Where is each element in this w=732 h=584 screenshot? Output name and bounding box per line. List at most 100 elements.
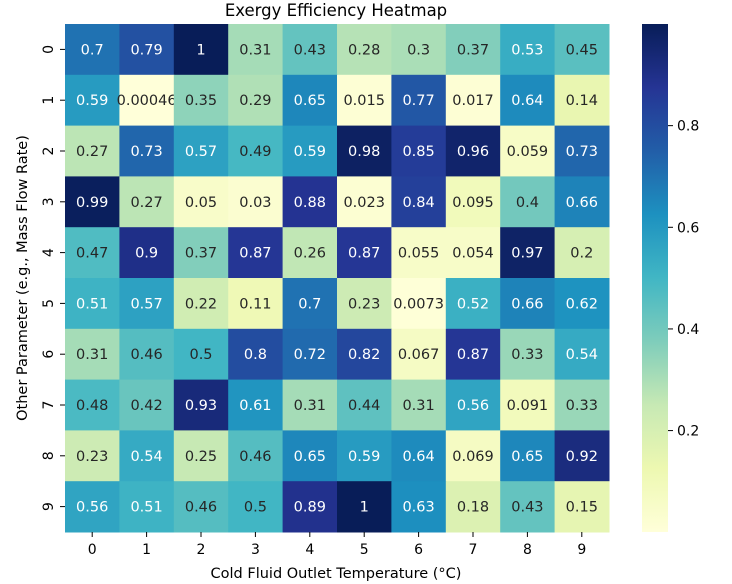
cell-value-label-r6-c9: 0.54 — [566, 347, 598, 363]
heatmap-cell-r4-c2 — [173, 227, 229, 279]
cell-value-label-r3-c9: 0.66 — [566, 195, 598, 211]
cell-value-label-r6-c1: 0.46 — [130, 347, 162, 363]
x-tick-label-2: 2 — [197, 542, 206, 558]
cell-value-label-r1-c4: 0.65 — [294, 93, 326, 109]
cell-value-label-r3-c4: 0.88 — [294, 195, 326, 211]
cell-value-label-r2-c0: 0.27 — [76, 144, 108, 160]
y-tick-label-9: 9 — [41, 502, 57, 511]
cell-value-label-r3-c6: 0.84 — [402, 195, 434, 211]
cell-value-label-r1-c5: 0.015 — [343, 93, 385, 109]
y-tick-label-4: 4 — [41, 248, 57, 257]
colorbar-tick-label-0: 0.2 — [677, 424, 699, 440]
x-tick-label-5: 5 — [360, 542, 369, 558]
heatmap-cell-r6-c9 — [554, 328, 610, 381]
cell-value-label-r0-c4: 0.43 — [294, 42, 326, 58]
y-tick-label-1: 1 — [41, 96, 57, 105]
cell-value-label-r7-c5: 0.44 — [348, 398, 380, 414]
heatmap-cell-r1-c7 — [445, 74, 501, 127]
heatmap-cell-r1-c0 — [65, 74, 120, 127]
cell-value-label-r0-c0: 0.7 — [81, 42, 104, 58]
cell-value-label-r8-c1: 0.54 — [130, 449, 162, 465]
cell-value-label-r7-c4: 0.31 — [294, 398, 326, 414]
colorbar-ticks: 0.2 0.4 0.6 0.8 — [668, 119, 699, 440]
heatmap-cell-r0-c8 — [500, 24, 556, 76]
x-axis-ticks: 0 1 2 3 4 5 6 7 8 9 — [88, 532, 586, 558]
heatmap-cell-r1-c5 — [337, 74, 392, 127]
heatmap-cell-r2-c0 — [65, 125, 120, 177]
cell-value-label-r9-c4: 0.89 — [294, 500, 326, 516]
heatmap-cell-r9-c6 — [391, 481, 447, 533]
cell-value-label-r4-c1: 0.9 — [135, 246, 158, 262]
cell-value-label-r2-c1: 0.73 — [130, 144, 162, 160]
y-tick-label-0: 0 — [41, 45, 57, 54]
heatmap-cell-r7-c4 — [282, 379, 338, 431]
cell-value-label-r4-c6: 0.055 — [398, 246, 440, 262]
chart-title: Exergy Efficiency Heatmap — [225, 1, 447, 20]
cell-value-label-r2-c4: 0.59 — [294, 144, 326, 160]
cell-value-label-r5-c9: 0.62 — [566, 296, 598, 312]
heatmap-cell-r1-c3 — [228, 74, 284, 127]
cell-value-label-r7-c9: 0.33 — [566, 398, 598, 414]
cell-value-label-r5-c4: 0.7 — [298, 296, 321, 312]
heatmap-cell-r9-c8 — [500, 481, 556, 533]
cell-value-label-r3-c0: 0.99 — [76, 195, 108, 211]
cell-value-label-r3-c2: 0.05 — [185, 195, 217, 211]
heatmap-cell-r8-c9 — [554, 430, 610, 482]
heatmap-cell-r8-c2 — [173, 430, 229, 482]
heatmap-cell-r3-c7 — [445, 176, 501, 228]
x-tick-label-9: 9 — [577, 542, 586, 558]
heatmap-cell-r0-c4 — [282, 24, 338, 76]
x-tick-label-3: 3 — [251, 542, 260, 558]
cell-value-label-r3-c7: 0.095 — [452, 195, 494, 211]
heatmap-cell-r1-c1 — [119, 74, 175, 127]
cell-value-label-r8-c2: 0.25 — [185, 449, 217, 465]
heatmap-cell-r3-c2 — [173, 176, 229, 228]
cell-value-label-r7-c2: 0.93 — [185, 398, 217, 414]
cell-value-label-r9-c1: 0.51 — [130, 500, 162, 516]
heatmap-cell-r6-c8 — [500, 328, 556, 381]
cell-value-label-r5-c2: 0.22 — [185, 296, 217, 312]
heatmap-cell-r0-c1 — [119, 24, 175, 76]
cell-value-label-r1-c9: 0.14 — [566, 93, 598, 109]
heatmap-cell-r4-c9 — [554, 227, 610, 279]
heatmap-cell-r3-c4 — [282, 176, 338, 228]
cell-value-label-r8-c9: 0.92 — [566, 449, 598, 465]
heatmap-cell-r1-c9 — [554, 74, 610, 127]
heatmap-cell-r3-c5 — [337, 176, 392, 228]
cell-value-label-r5-c6: 0.0073 — [393, 296, 444, 312]
heatmap-cell-r5-c3 — [228, 278, 284, 330]
heatmap-cell-r2-c9 — [554, 125, 610, 177]
cell-value-label-r6-c6: 0.067 — [398, 347, 440, 363]
heatmap-cell-r7-c7 — [445, 379, 501, 431]
colorbar-tick-label-1: 0.4 — [677, 322, 699, 338]
cell-value-label-r8-c7: 0.069 — [452, 449, 494, 465]
cell-value-label-r8-c8: 0.65 — [511, 449, 543, 465]
cell-value-label-r6-c0: 0.31 — [76, 347, 108, 363]
heatmap-cell-r6-c1 — [119, 328, 175, 381]
cell-value-label-r4-c2: 0.37 — [185, 246, 217, 262]
cell-value-label-r3-c3: 0.03 — [239, 195, 271, 211]
colorbar-tick-label-3: 0.8 — [677, 119, 699, 135]
heatmap-cell-r5-c0 — [65, 278, 120, 330]
x-tick-label-1: 1 — [142, 542, 151, 558]
heatmap-cell-r9-c0 — [65, 481, 120, 533]
colorbar-tick-label-2: 0.6 — [677, 220, 699, 236]
cell-value-label-r0-c7: 0.37 — [457, 42, 489, 58]
heatmap-cell-r4-c4 — [282, 227, 338, 279]
heatmap-cell-r8-c4 — [282, 430, 338, 482]
cell-value-label-r9-c0: 0.56 — [76, 500, 108, 516]
cell-value-label-r5-c8: 0.66 — [511, 296, 543, 312]
cell-value-label-r2-c5: 0.98 — [348, 144, 380, 160]
cell-value-label-r9-c3: 0.5 — [244, 500, 267, 516]
cell-value-label-r2-c3: 0.49 — [239, 144, 271, 160]
heatmap-cell-r5-c7 — [445, 278, 501, 330]
cell-value-label-r0-c6: 0.3 — [407, 42, 430, 58]
heatmap-cell-r7-c0 — [65, 379, 120, 431]
heatmap-cell-r0-c9 — [554, 24, 610, 76]
heatmap-cell-r3-c0 — [65, 176, 120, 228]
cell-value-label-r9-c6: 0.63 — [402, 500, 434, 516]
cell-value-label-r6-c4: 0.72 — [294, 347, 326, 363]
heatmap-cell-r2-c2 — [173, 125, 229, 177]
cell-value-label-r4-c5: 0.87 — [348, 246, 380, 262]
